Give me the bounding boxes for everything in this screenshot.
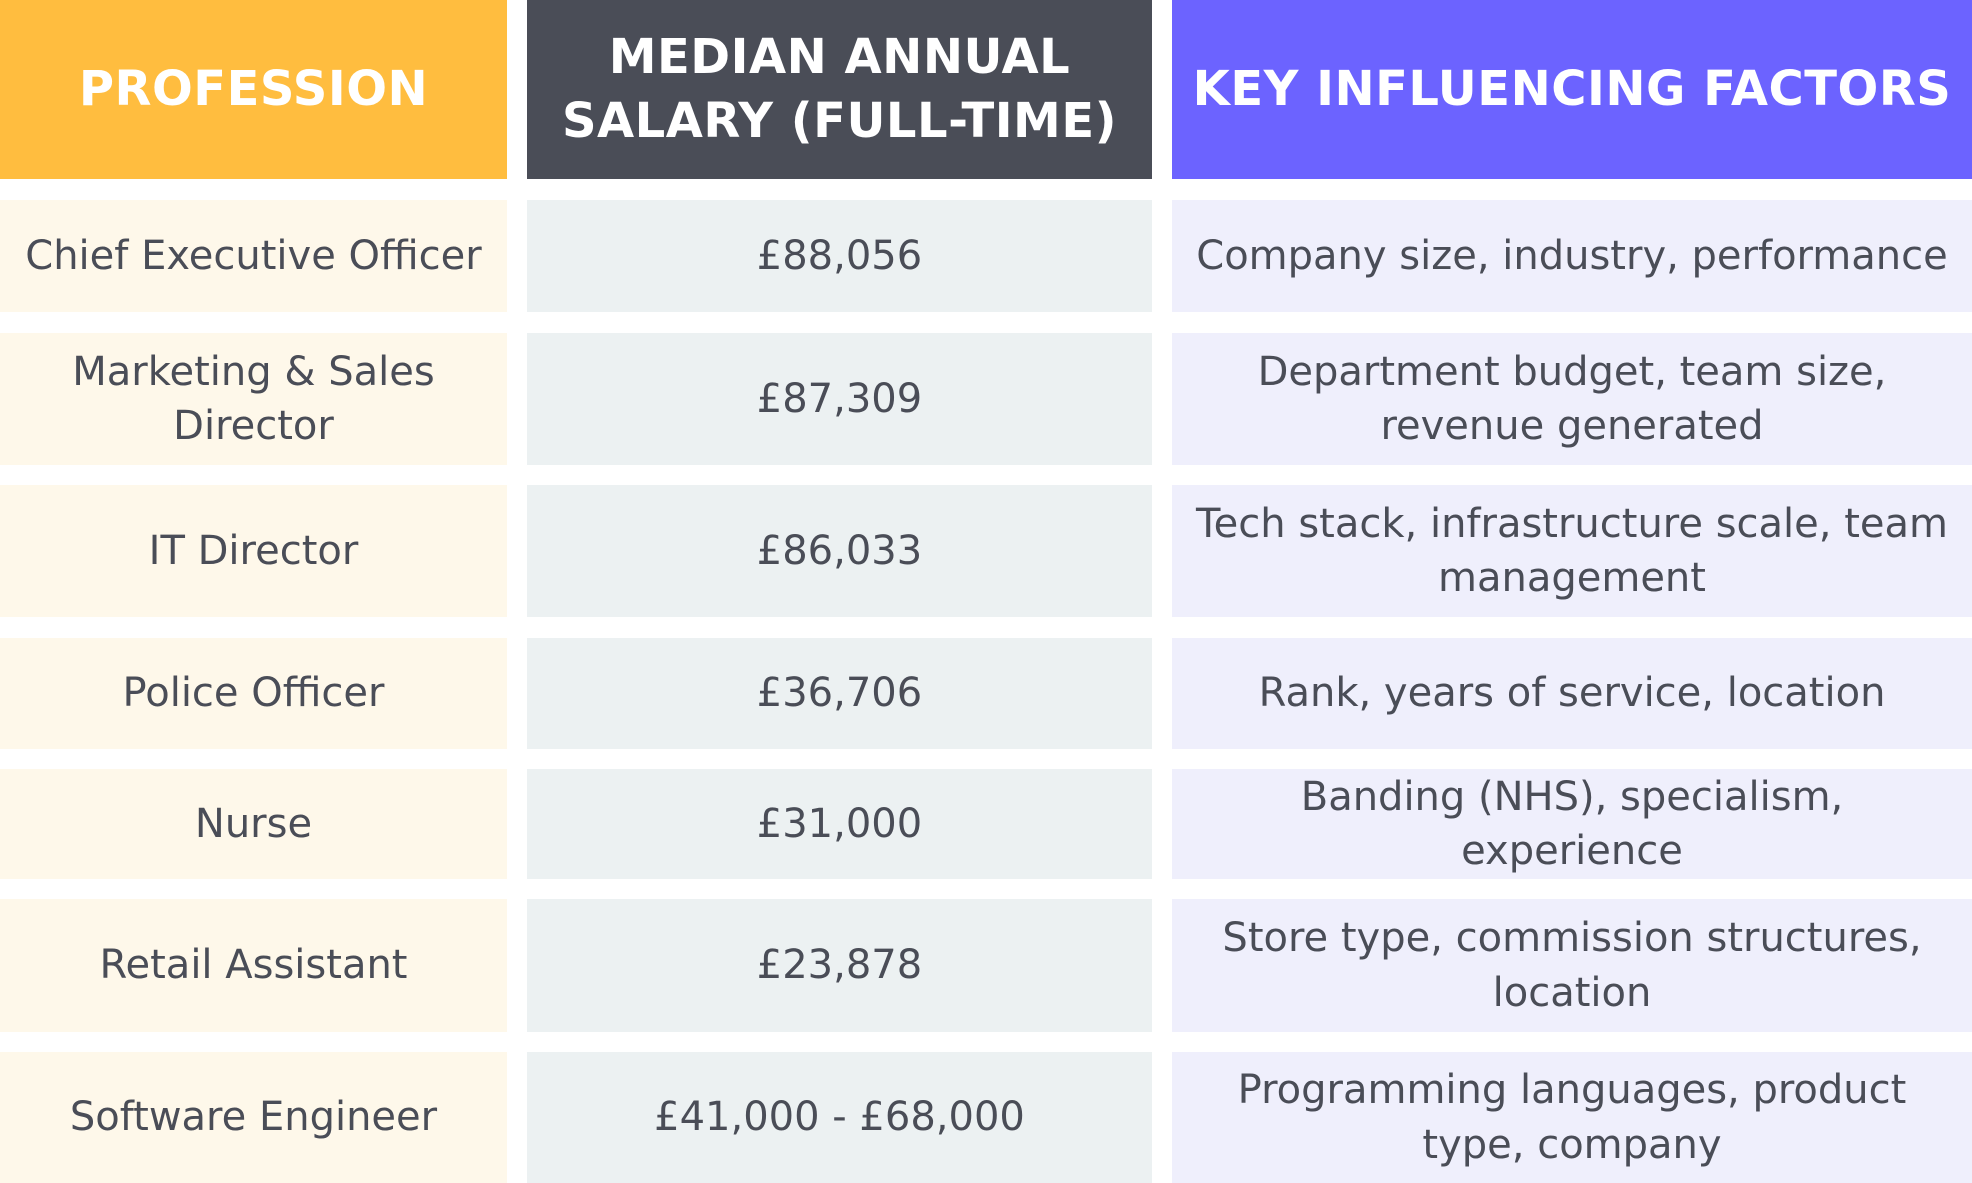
table-cell-salary: £23,878 bbox=[527, 899, 1152, 1032]
table-cell-factors: Store type, commission structures, locat… bbox=[1172, 899, 1972, 1032]
table-cell-salary: £86,033 bbox=[527, 485, 1152, 617]
table-cell-profession: IT Director bbox=[0, 485, 507, 617]
header-profession: PROFESSION bbox=[0, 0, 507, 179]
table-cell-profession: Retail Assistant bbox=[0, 899, 507, 1032]
table-cell-profession: Nurse bbox=[0, 769, 507, 879]
table-cell-factors: Banding (NHS), specialism, experience bbox=[1172, 769, 1972, 879]
table-cell-salary: £36,706 bbox=[527, 638, 1152, 749]
table-cell-profession: Police Officer bbox=[0, 638, 507, 749]
table-cell-profession: Chief Executive Officer bbox=[0, 200, 507, 312]
table-cell-salary: £87,309 bbox=[527, 333, 1152, 465]
table-cell-factors: Department budget, team size, revenue ge… bbox=[1172, 333, 1972, 465]
table-cell-salary: £88,056 bbox=[527, 200, 1152, 312]
table-cell-factors: Tech stack, infrastructure scale, team m… bbox=[1172, 485, 1972, 617]
table-cell-factors: Company size, industry, performance bbox=[1172, 200, 1972, 312]
table-cell-profession: Marketing & Sales Director bbox=[0, 333, 507, 465]
table-cell-salary: £41,000 - £68,000 bbox=[527, 1052, 1152, 1183]
table-cell-factors: Rank, years of service, location bbox=[1172, 638, 1972, 749]
table-cell-factors: Programming languages, product type, com… bbox=[1172, 1052, 1972, 1183]
header-median-annual-salary: MEDIAN ANNUAL SALARY (FULL-TIME) bbox=[527, 0, 1152, 179]
table-cell-profession: Software Engineer bbox=[0, 1052, 507, 1183]
table-cell-salary: £31,000 bbox=[527, 769, 1152, 879]
header-key-influencing-factors: KEY INFLUENCING FACTORS bbox=[1172, 0, 1972, 179]
